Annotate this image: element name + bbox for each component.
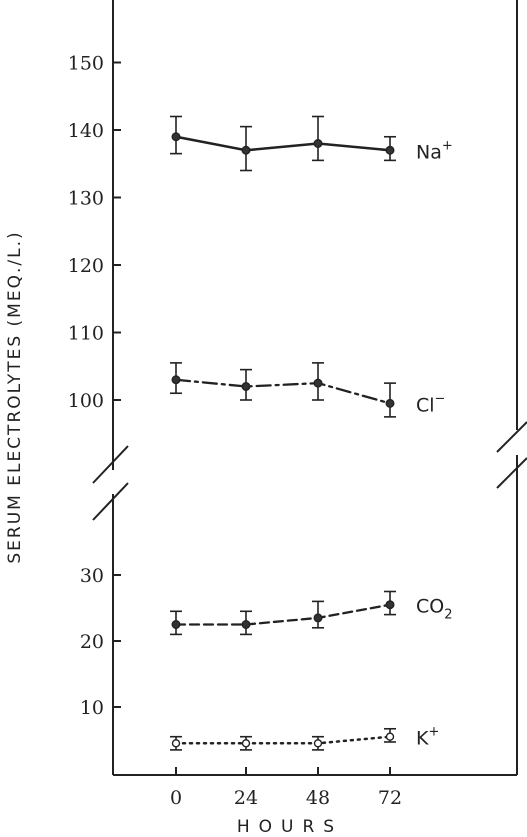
axis-break-mark-right-bottom xyxy=(496,457,527,489)
y-tick-label: 120 xyxy=(68,255,104,277)
y-tick-label: 20 xyxy=(80,631,104,653)
data-point xyxy=(171,620,181,630)
y-ticks-lower: 10 20 30 xyxy=(80,565,121,719)
y-tick-label: 100 xyxy=(68,390,104,412)
series-layer: Na+ Cl− CO2 K+ xyxy=(170,115,453,751)
error-bar xyxy=(312,115,324,162)
y-tick-label: 10 xyxy=(80,697,104,719)
x-tick-label: 48 xyxy=(306,787,330,809)
x-tick-label: 72 xyxy=(378,787,402,809)
x-tick-label: 0 xyxy=(170,787,182,809)
data-point xyxy=(171,739,181,748)
series-label: CO2 xyxy=(416,596,453,623)
y-tick-label: 150 xyxy=(68,53,104,75)
data-point xyxy=(241,620,251,630)
series-na: Na+ xyxy=(170,115,453,172)
series-line xyxy=(174,378,392,405)
axis-break-mark-left-top xyxy=(92,445,129,484)
series-label: Na+ xyxy=(416,138,453,163)
data-point xyxy=(313,138,323,148)
y-tick-label: 140 xyxy=(68,120,104,142)
series-cl: Cl− xyxy=(170,362,445,418)
series-line xyxy=(174,135,392,152)
axes xyxy=(92,0,527,776)
y-tick-label: 130 xyxy=(68,188,104,210)
y-axis-title: SERUM ELECTROLYTES (MEQ./L.) xyxy=(5,230,25,563)
x-tick-label: 24 xyxy=(234,787,258,809)
series-line xyxy=(174,735,392,745)
data-point xyxy=(385,398,395,408)
data-point xyxy=(313,613,323,623)
series-co: CO2 xyxy=(170,590,453,636)
y-ticks-upper: 100 110 120 130 140 150 xyxy=(68,53,121,412)
x-ticks: 0 24 48 72 xyxy=(170,767,402,809)
data-point xyxy=(171,132,181,142)
data-point xyxy=(171,375,181,385)
y-tick-label: 110 xyxy=(68,323,104,345)
series-label: Cl− xyxy=(416,391,445,416)
data-point xyxy=(241,382,251,392)
axis-break-mark-left-bottom xyxy=(92,482,129,521)
data-point xyxy=(313,739,323,748)
data-point xyxy=(385,732,395,741)
axis-break-mark-right-top xyxy=(496,421,527,453)
data-point xyxy=(385,600,395,610)
data-point xyxy=(241,739,251,748)
data-point xyxy=(313,378,323,388)
data-point xyxy=(385,145,395,155)
y-tick-label: 30 xyxy=(80,565,104,587)
series-k: K+ xyxy=(170,725,439,751)
data-point xyxy=(241,145,251,155)
series-label: K+ xyxy=(416,725,439,750)
x-axis-title: HOURS xyxy=(237,817,343,837)
series-line xyxy=(174,603,392,626)
